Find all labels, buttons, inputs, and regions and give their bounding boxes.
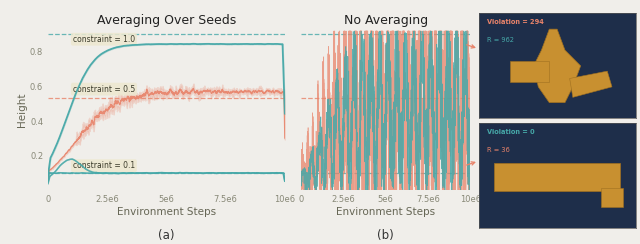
- Text: Violation = 0: Violation = 0: [486, 129, 534, 135]
- X-axis label: Environment Steps: Environment Steps: [117, 207, 216, 217]
- Polygon shape: [510, 61, 549, 81]
- Text: (b): (b): [377, 229, 394, 242]
- Polygon shape: [534, 29, 580, 102]
- Y-axis label: Height: Height: [17, 92, 27, 127]
- Text: constraint = 1.0: constraint = 1.0: [73, 35, 135, 44]
- Text: R = 962: R = 962: [486, 37, 513, 43]
- X-axis label: Environment Steps: Environment Steps: [336, 207, 435, 217]
- Title: Averaging Over Seeds: Averaging Over Seeds: [97, 14, 236, 27]
- Title: No Averaging: No Averaging: [344, 14, 428, 27]
- Text: constraint = 0.1: constraint = 0.1: [73, 161, 135, 170]
- Text: Violation = 294: Violation = 294: [486, 19, 543, 25]
- Text: constraint = 0.5: constraint = 0.5: [73, 85, 135, 94]
- Polygon shape: [495, 163, 620, 191]
- Text: (a): (a): [158, 229, 175, 242]
- Text: R = 36: R = 36: [486, 147, 509, 152]
- Polygon shape: [570, 71, 612, 97]
- Polygon shape: [601, 188, 623, 207]
